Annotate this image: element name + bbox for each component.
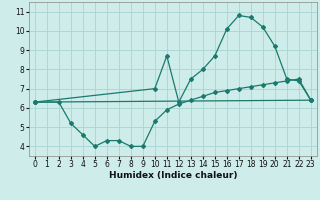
X-axis label: Humidex (Indice chaleur): Humidex (Indice chaleur) — [108, 171, 237, 180]
